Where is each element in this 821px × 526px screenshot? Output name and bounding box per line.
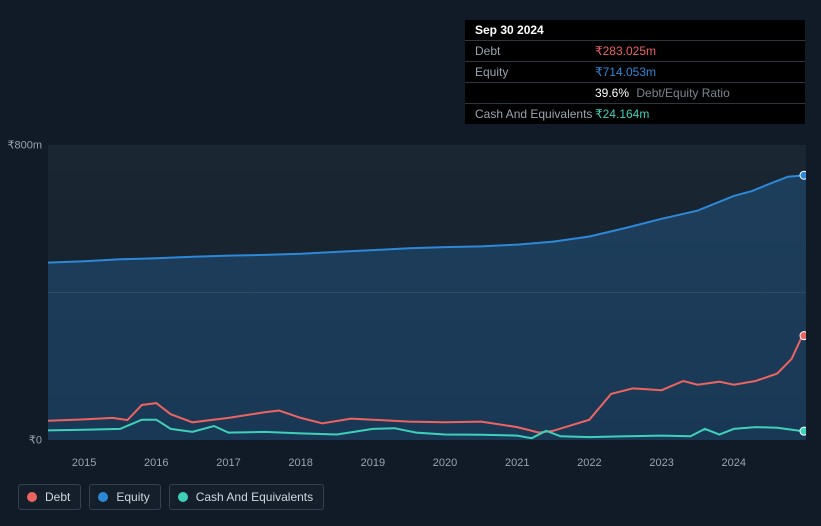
cash-end-marker xyxy=(800,427,806,435)
x-axis-label: 2020 xyxy=(433,457,457,469)
tooltip-row-label: Equity xyxy=(475,65,595,79)
tooltip-date: Sep 30 2024 xyxy=(475,23,595,37)
legend-label: Cash And Equivalents xyxy=(196,490,313,504)
tooltip-row-value: ₹24.164m xyxy=(595,107,795,121)
x-axis-label: 2019 xyxy=(361,457,385,469)
x-axis-label: 2018 xyxy=(288,457,312,469)
tooltip-row-label xyxy=(475,86,595,100)
tooltip-row-value: 39.6% Debt/Equity Ratio xyxy=(595,86,795,100)
chart: ₹800m ₹0 2015201620172018201920202021202… xyxy=(18,125,808,460)
legend-item-cash-and-equivalents[interactable]: Cash And Equivalents xyxy=(169,484,324,510)
tooltip-row: Cash And Equivalents₹24.164m xyxy=(465,104,805,124)
y-axis-label-min: ₹0 xyxy=(29,434,42,447)
tooltip-row: Equity₹714.053m xyxy=(465,62,805,83)
equity-area xyxy=(48,175,806,440)
equity-end-marker xyxy=(800,171,806,179)
tooltip-row-value: ₹283.025m xyxy=(595,44,795,58)
tooltip-row-label: Cash And Equivalents xyxy=(475,107,595,121)
plot-area[interactable] xyxy=(48,145,806,440)
x-axis-label: 2022 xyxy=(577,457,601,469)
x-axis-label: 2024 xyxy=(722,457,746,469)
legend-label: Debt xyxy=(45,490,70,504)
legend-item-debt[interactable]: Debt xyxy=(18,484,81,510)
tooltip-row-label: Debt xyxy=(475,44,595,58)
y-axis-label-max: ₹800m xyxy=(7,139,42,152)
legend-swatch xyxy=(27,492,37,502)
tooltip-date-row: Sep 30 2024 xyxy=(465,20,805,41)
tooltip-row: Debt₹283.025m xyxy=(465,41,805,62)
chart-tooltip: Sep 30 2024 Debt₹283.025mEquity₹714.053m… xyxy=(465,20,805,124)
legend: Debt Equity Cash And Equivalents xyxy=(18,484,324,510)
legend-label: Equity xyxy=(116,490,149,504)
x-axis-label: 2017 xyxy=(216,457,240,469)
legend-swatch xyxy=(178,492,188,502)
x-axis-label: 2023 xyxy=(649,457,673,469)
tooltip-row: 39.6% Debt/Equity Ratio xyxy=(465,83,805,104)
x-axis-label: 2021 xyxy=(505,457,529,469)
debt-end-marker xyxy=(800,332,806,340)
chart-svg xyxy=(48,145,806,440)
tooltip-row-value: ₹714.053m xyxy=(595,65,795,79)
legend-swatch xyxy=(98,492,108,502)
tooltip-row-extra: Debt/Equity Ratio xyxy=(633,86,730,100)
x-axis-label: 2016 xyxy=(144,457,168,469)
x-axis-label: 2015 xyxy=(72,457,96,469)
legend-item-equity[interactable]: Equity xyxy=(89,484,160,510)
